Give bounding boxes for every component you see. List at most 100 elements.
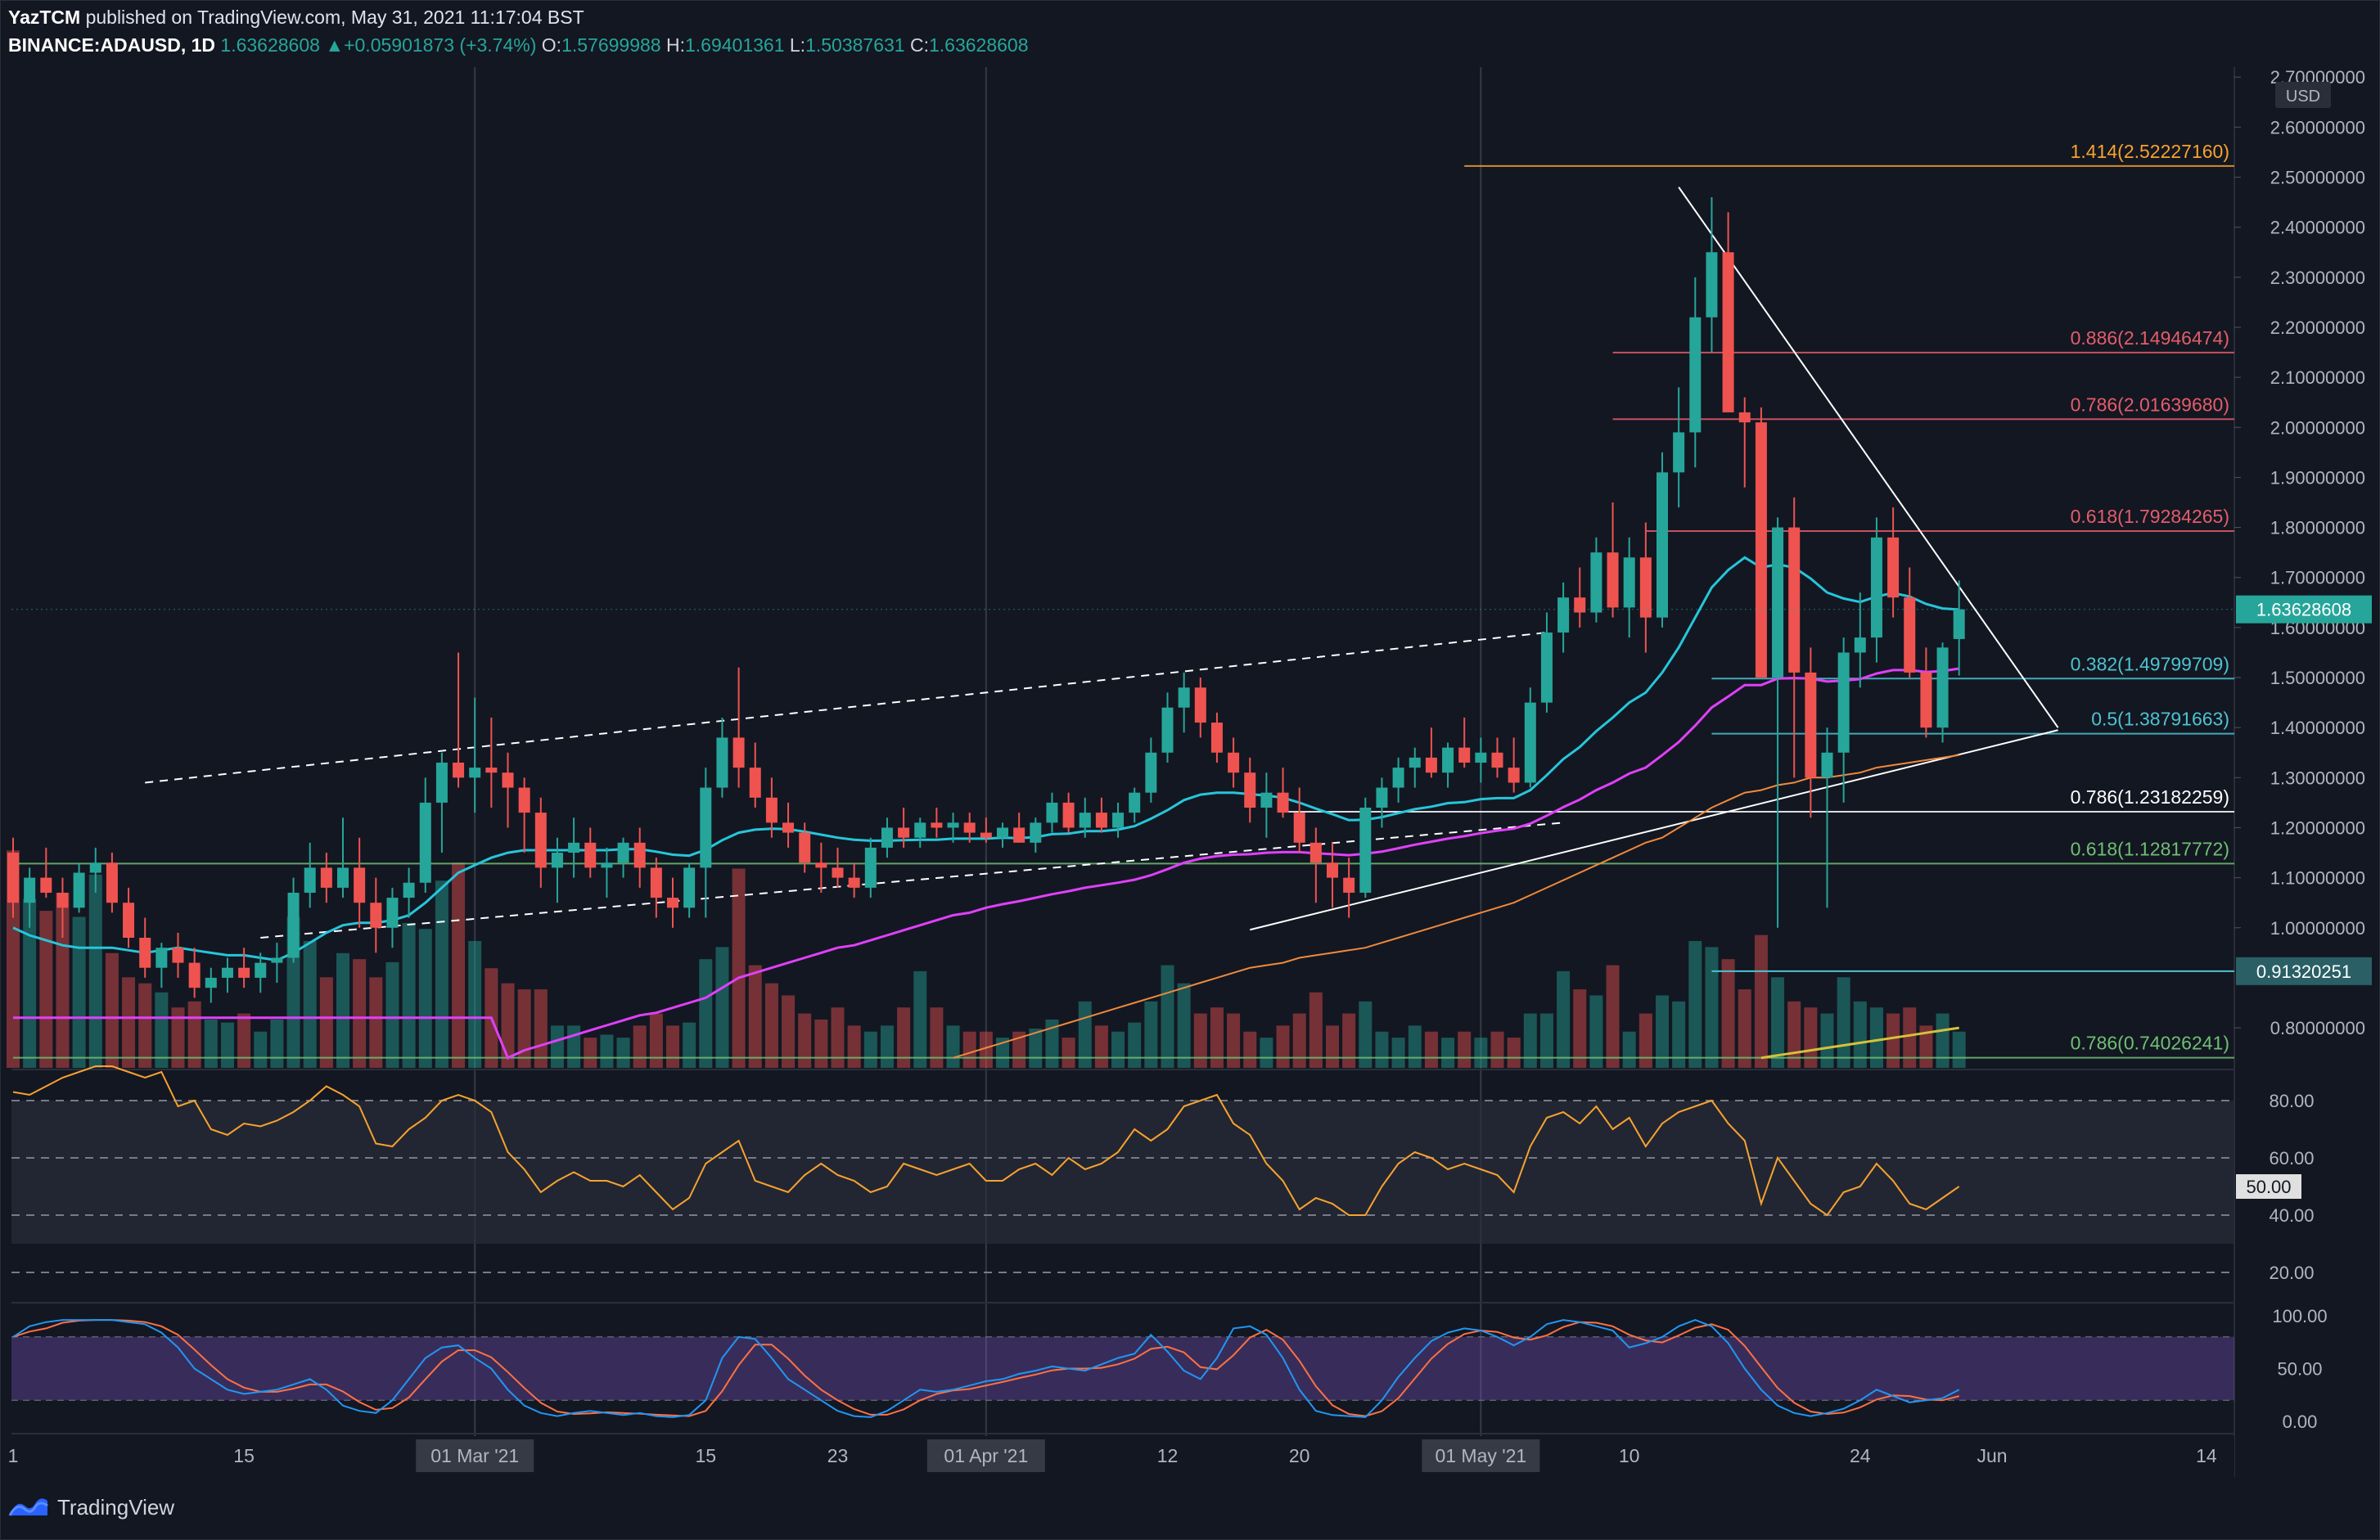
candle-body: [1920, 672, 1932, 728]
y-tick-label: 1.40000000: [2270, 718, 2365, 738]
candle-body: [24, 877, 36, 903]
stoch-d-line: [12, 1319, 1959, 1417]
volume-bar: [517, 989, 531, 1068]
volume-bar: [1111, 1031, 1125, 1068]
volume-bar: [534, 989, 548, 1068]
candle-body: [271, 957, 283, 963]
candle-body: [931, 822, 943, 828]
candle-body: [617, 842, 629, 863]
volume-bar: [1490, 1031, 1504, 1068]
volume-bar: [1359, 1001, 1373, 1068]
y-tick-label: 2.20000000: [2270, 317, 2365, 338]
candle-body: [1854, 637, 1866, 653]
time-axis-label: 1: [8, 1445, 19, 1466]
candle-body: [1309, 842, 1322, 863]
volume-bar: [1886, 1013, 1900, 1068]
volume-bar: [1573, 989, 1587, 1068]
volume-bar: [1144, 1001, 1158, 1068]
volume-bar: [1161, 965, 1174, 1068]
volume-bar: [369, 977, 383, 1068]
fib-level-label: 0.886(2.14946474): [2071, 327, 2229, 349]
candle-body: [1210, 723, 1223, 753]
candle-body: [1772, 527, 1784, 678]
volume-bar: [996, 1038, 1009, 1068]
symbol-label[interactable]: BINANCE:ADAUSD, 1D: [8, 34, 216, 56]
volume-bar: [353, 959, 367, 1068]
stoch-band: [11, 1336, 2234, 1401]
rsi-current-label: 50.00: [2246, 1177, 2291, 1197]
candle-body: [337, 867, 349, 888]
volume-bar: [1903, 1007, 1917, 1068]
volume-bar: [1688, 941, 1702, 1068]
candle-body: [221, 967, 233, 978]
candle-body: [1887, 537, 1900, 598]
candle-body: [601, 862, 613, 868]
time-axis-box: [926, 1439, 1045, 1472]
volume-bar: [979, 1031, 993, 1068]
volume-bar: [1606, 965, 1620, 1068]
candle-body: [304, 867, 316, 893]
close-label: C:: [909, 34, 929, 56]
volume-bar: [319, 977, 333, 1068]
candle-body: [1013, 827, 1025, 843]
open-value: 1.57699988: [561, 34, 661, 56]
volume-bar: [715, 947, 729, 1068]
candle-body: [156, 948, 168, 968]
volume-bar: [468, 941, 482, 1068]
volume-bar: [946, 1025, 960, 1068]
footer-brand[interactable]: TradingView: [8, 1494, 174, 1520]
candle-body: [1277, 792, 1289, 813]
y-tick-label: 2.40000000: [2270, 218, 2365, 238]
candle-body: [1194, 687, 1206, 723]
tradingview-logo-icon: [8, 1498, 48, 1516]
candle-body: [1540, 632, 1553, 703]
volume-bar: [1424, 1031, 1438, 1068]
candle-body: [1062, 802, 1075, 828]
current-price-badge: [2236, 595, 2372, 624]
candle-body: [914, 822, 926, 838]
stoch-tick-label: 100.00: [2272, 1306, 2327, 1326]
volume-bar: [1656, 995, 1669, 1068]
y-tick-label: 1.20000000: [2270, 817, 2365, 838]
candle-body: [1425, 757, 1437, 773]
volume-bar: [732, 868, 746, 1068]
volume-bar: [1045, 1019, 1059, 1068]
volume-bar: [1227, 1013, 1241, 1068]
y-tick-label: 0.80000000: [2270, 1018, 2365, 1038]
volume-bar: [1094, 1025, 1108, 1068]
volume-bar: [930, 1007, 944, 1068]
candle-body: [1475, 752, 1487, 763]
volume-bar: [748, 965, 762, 1068]
fib-level-label: 0.786(1.23182259): [2071, 786, 2229, 808]
volume-bar: [1177, 983, 1191, 1068]
volume-bar: [204, 1019, 218, 1068]
publisher-name[interactable]: YazTCM: [8, 7, 81, 28]
volume-bar: [1672, 1001, 1686, 1068]
publish-info: published on TradingView.com, May 31, 20…: [80, 7, 584, 28]
candle-body: [502, 772, 514, 788]
candle-body: [1359, 808, 1372, 893]
candle-body: [1689, 317, 1702, 433]
time-axis-label: 23: [827, 1445, 849, 1466]
candle-body: [1030, 822, 1042, 843]
current-price-label: 1.63628608: [2256, 600, 2351, 620]
candle-body: [370, 903, 382, 928]
volume-bar: [1342, 1013, 1356, 1068]
open-label: O:: [541, 34, 562, 56]
low-label: L:: [789, 34, 806, 56]
volume-bar: [1589, 995, 1603, 1068]
candle-body: [1508, 768, 1520, 783]
y-tick-label: 1.50000000: [2270, 668, 2365, 688]
currency-label: USD: [2286, 88, 2320, 106]
candle-body: [568, 842, 580, 853]
candle-body: [1904, 597, 1916, 673]
volume-bar: [138, 983, 152, 1068]
candle-body: [1178, 687, 1190, 708]
candle-body: [123, 903, 135, 939]
volume-bar: [814, 1019, 828, 1068]
volume-bar: [1853, 1001, 1867, 1068]
volume-bar: [155, 992, 169, 1068]
volume-bar: [1391, 1038, 1405, 1068]
time-axis: [11, 1436, 2234, 1477]
